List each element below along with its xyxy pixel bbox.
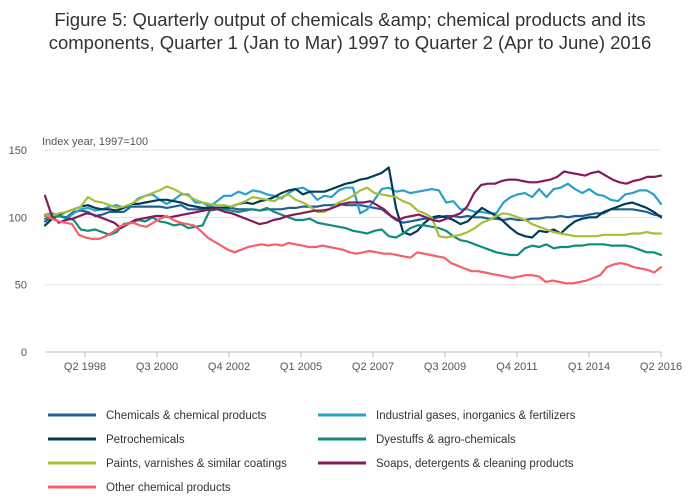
y-tick-label: 0 (21, 347, 27, 359)
legend-label: Industrial gases, inorganics & fertilize… (376, 410, 576, 422)
legend-label: Paints, varnishes & similar coatings (106, 458, 287, 470)
x-tick-label: Q3 2000 (136, 361, 178, 373)
x-tick-label: Q3 2009 (424, 361, 466, 373)
legend-label: Chemicals & chemical products (106, 410, 267, 422)
series-line-6 (43, 214, 663, 285)
legend-label: Soaps, detergents & cleaning products (376, 458, 574, 470)
legend-item: Soaps, detergents & cleaning products (318, 458, 574, 470)
legend-item: Dyestuffs & agro-chemicals (318, 434, 516, 446)
y-tick-label: 150 (9, 145, 27, 157)
legend: Chemicals & chemical products Industrial … (48, 410, 576, 494)
series-line-3 (43, 206, 663, 257)
series-lines (43, 166, 663, 285)
legend-label: Dyestuffs & agro-chemicals (376, 434, 516, 446)
grid-lines (45, 149, 661, 353)
x-axis: Q2 1998 Q3 2000 Q4 2002 Q1 2005 Q2 2007 Q3 20… (64, 352, 682, 373)
chart-title-line-2: components, Quarter 1 (Jan to Mar) 1997 … (48, 32, 652, 53)
x-tick-label: Q2 1998 (64, 361, 106, 373)
series-line-5 (43, 170, 663, 230)
series-line-4 (43, 185, 663, 239)
x-tick-label: Q2 2016 (640, 361, 682, 373)
legend-item: Paints, varnishes & similar coatings (48, 458, 287, 470)
legend-label: Petrochemicals (106, 434, 185, 446)
legend-label: Other chemical products (106, 482, 231, 494)
x-tick-label: Q2 2007 (352, 361, 394, 373)
x-tick-label: Q1 2005 (280, 361, 322, 373)
y-axis-ticks: 0 50 100 150 (9, 145, 27, 359)
legend-item: Chemicals & chemical products (48, 410, 267, 422)
series-line-0 (43, 202, 663, 224)
y-axis-label: Index year, 1997=100 (42, 136, 148, 148)
y-tick-label: 50 (15, 280, 27, 292)
legend-item: Other chemical products (48, 482, 231, 494)
legend-item: Petrochemicals (48, 434, 185, 446)
x-tick-label: Q1 2014 (568, 361, 610, 373)
legend-item: Industrial gases, inorganics & fertilize… (318, 410, 576, 422)
x-tick-label: Q4 2002 (208, 361, 250, 373)
chart-title: Figure 5: Quarterly output of chemicals … (0, 8, 700, 54)
x-tick-label: Q4 2011 (496, 361, 537, 373)
y-tick-label: 100 (9, 212, 27, 224)
chart-title-line-1: Figure 5: Quarterly output of chemicals … (54, 9, 646, 30)
